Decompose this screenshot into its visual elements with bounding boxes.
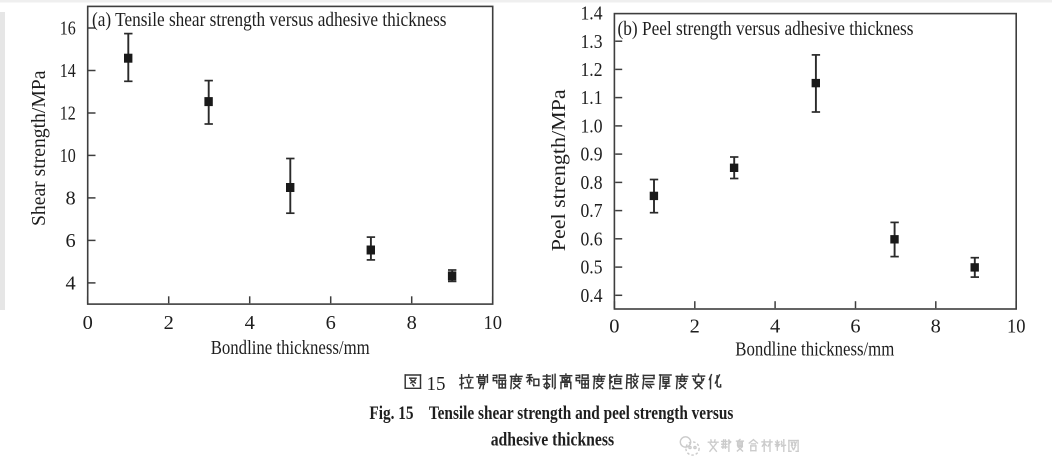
svg-text:8: 8: [931, 317, 941, 338]
svg-text:1.1: 1.1: [581, 88, 603, 109]
svg-text:16: 16: [60, 19, 76, 40]
svg-text:0.6: 0.6: [581, 229, 603, 250]
svg-text:Shear strength/MPa: Shear strength/MPa: [28, 70, 50, 226]
svg-text:6: 6: [850, 317, 860, 338]
svg-text:12: 12: [60, 104, 76, 125]
svg-text:Bondline thickness/mm: Bondline thickness/mm: [735, 339, 894, 361]
svg-text:8: 8: [66, 189, 76, 210]
svg-text:0.8: 0.8: [581, 173, 603, 194]
svg-text:1.0: 1.0: [581, 117, 603, 138]
svg-text:0.7: 0.7: [581, 201, 603, 222]
svg-text:1.2: 1.2: [581, 60, 603, 81]
svg-text:0.5: 0.5: [581, 258, 603, 279]
svg-text:15: 15: [427, 373, 446, 395]
svg-text:0: 0: [609, 317, 619, 338]
svg-text:0.4: 0.4: [581, 286, 603, 307]
svg-text:6: 6: [66, 231, 76, 252]
svg-text:10: 10: [483, 313, 502, 334]
svg-text:(a) Tensile shear strength ver: (a) Tensile shear strength versus adhesi…: [92, 9, 447, 31]
svg-text:8: 8: [407, 313, 417, 334]
svg-text:0: 0: [83, 313, 93, 334]
svg-text:0.9: 0.9: [581, 145, 603, 166]
svg-text:Peel strength/MPa: Peel strength/MPa: [548, 89, 570, 251]
svg-text:14: 14: [60, 61, 76, 82]
svg-text:6: 6: [326, 313, 336, 334]
svg-text:2: 2: [690, 317, 700, 338]
svg-text:4: 4: [66, 274, 76, 295]
svg-text:1.4: 1.4: [581, 4, 603, 25]
svg-text:10: 10: [60, 146, 76, 167]
svg-text:adhesive thickness: adhesive thickness: [491, 429, 614, 450]
svg-text:1.3: 1.3: [581, 32, 603, 53]
svg-text:Fig. 15 Tensile shear strengt: Fig. 15 Tensile shear strength and peel …: [369, 403, 733, 424]
svg-text:10: 10: [1007, 317, 1026, 338]
svg-text:(b) Peel strength versus adhes: (b) Peel strength versus adhesive thickn…: [618, 18, 914, 40]
svg-text:2: 2: [164, 313, 174, 334]
svg-text:4: 4: [770, 317, 780, 338]
svg-text:4: 4: [245, 313, 255, 334]
svg-text:Bondline thickness/mm: Bondline thickness/mm: [211, 337, 370, 359]
